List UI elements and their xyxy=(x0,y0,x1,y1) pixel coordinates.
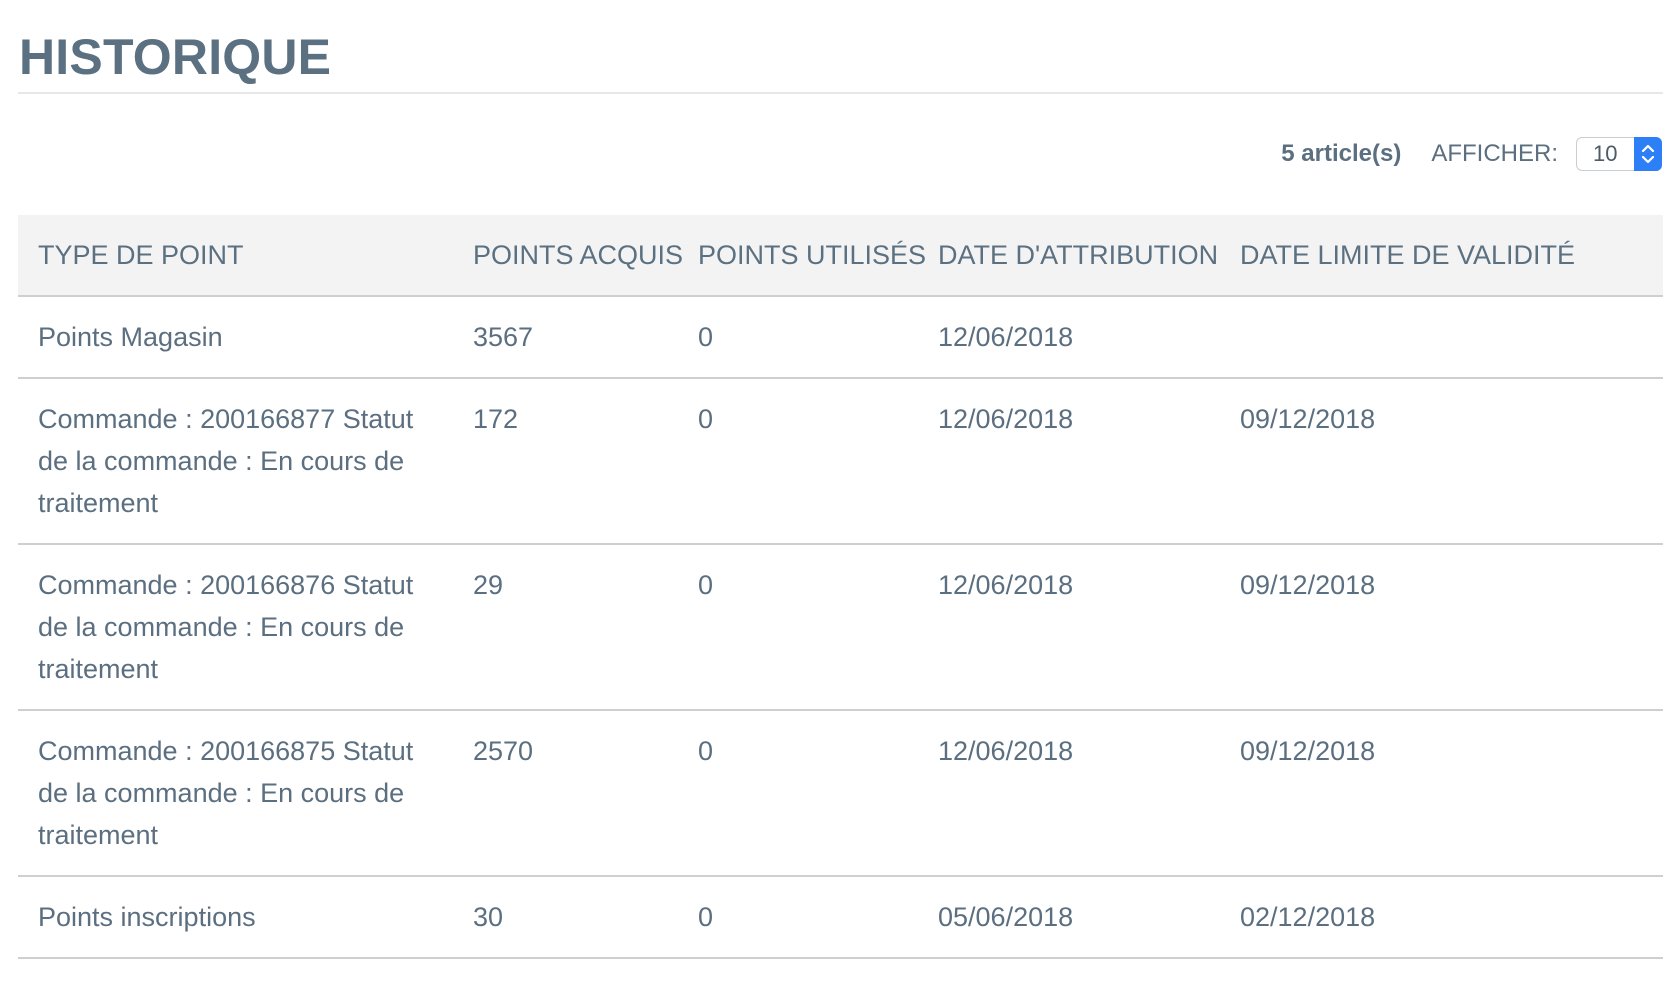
column-header-used[interactable]: POINTS UTILISÉS xyxy=(678,215,926,297)
item-count: 5 article(s) xyxy=(1281,140,1402,167)
column-header-limit[interactable]: DATE LIMITE DE VALIDITÉ xyxy=(1220,215,1663,297)
column-header-type[interactable]: TYPE DE POINT xyxy=(18,215,453,297)
cell-limit: 09/12/2018 xyxy=(1220,544,1663,711)
cell-used: 0 xyxy=(678,544,918,711)
cell-acquired: 30 xyxy=(453,876,678,959)
cell-acquired: 29 xyxy=(453,544,678,711)
history-table: TYPE DE POINT POINTS ACQUIS POINTS UTILI… xyxy=(18,215,1663,959)
table-row: Points inscriptions 30 0 05/06/2018 02/1… xyxy=(18,876,1663,959)
chevron-up-down-icon[interactable] xyxy=(1634,137,1662,171)
cell-used: 0 xyxy=(678,710,918,877)
cell-used: 0 xyxy=(678,378,918,545)
cell-acquired: 172 xyxy=(453,378,678,545)
cell-date: 12/06/2018 xyxy=(918,710,1220,877)
cell-type: Commande : 200166875 Statut de la comman… xyxy=(18,710,453,877)
cell-date: 12/06/2018 xyxy=(918,544,1220,711)
title-divider xyxy=(18,92,1663,94)
cell-used: 0 xyxy=(678,296,918,379)
cell-used: 0 xyxy=(678,876,918,959)
cell-date: 05/06/2018 xyxy=(918,876,1220,959)
table-row: Commande : 200166875 Statut de la comman… xyxy=(18,710,1663,877)
table-row: Commande : 200166877 Statut de la comman… xyxy=(18,378,1663,545)
cell-type: Commande : 200166877 Statut de la comman… xyxy=(18,378,453,545)
table-header-row: TYPE DE POINT POINTS ACQUIS POINTS UTILI… xyxy=(18,215,1663,297)
page-size-label: AFFICHER: xyxy=(1431,140,1558,167)
table-row: Points Magasin 3567 0 12/06/2018 xyxy=(18,296,1663,379)
cell-limit: 09/12/2018 xyxy=(1220,378,1663,545)
table-toolbar: 5 article(s) AFFICHER: 10 xyxy=(1281,136,1662,172)
page-size-value: 10 xyxy=(1593,141,1618,166)
page-title: HISTORIQUE xyxy=(19,29,332,85)
table-row: Commande : 200166876 Statut de la comman… xyxy=(18,544,1663,711)
cell-acquired: 2570 xyxy=(453,710,678,877)
cell-limit: 09/12/2018 xyxy=(1220,710,1663,877)
cell-limit: 02/12/2018 xyxy=(1220,876,1663,959)
cell-acquired: 3567 xyxy=(453,296,678,379)
cell-date: 12/06/2018 xyxy=(918,378,1220,545)
cell-type: Points inscriptions xyxy=(18,876,453,959)
column-header-acquired[interactable]: POINTS ACQUIS xyxy=(453,215,683,297)
page-size-select[interactable]: 10 xyxy=(1576,137,1662,171)
column-header-date[interactable]: DATE D'ATTRIBUTION xyxy=(918,215,1220,297)
cell-date: 12/06/2018 xyxy=(918,296,1220,379)
cell-type: Commande : 200166876 Statut de la comman… xyxy=(18,544,453,711)
cell-type: Points Magasin xyxy=(18,296,453,379)
cell-limit xyxy=(1220,296,1663,379)
